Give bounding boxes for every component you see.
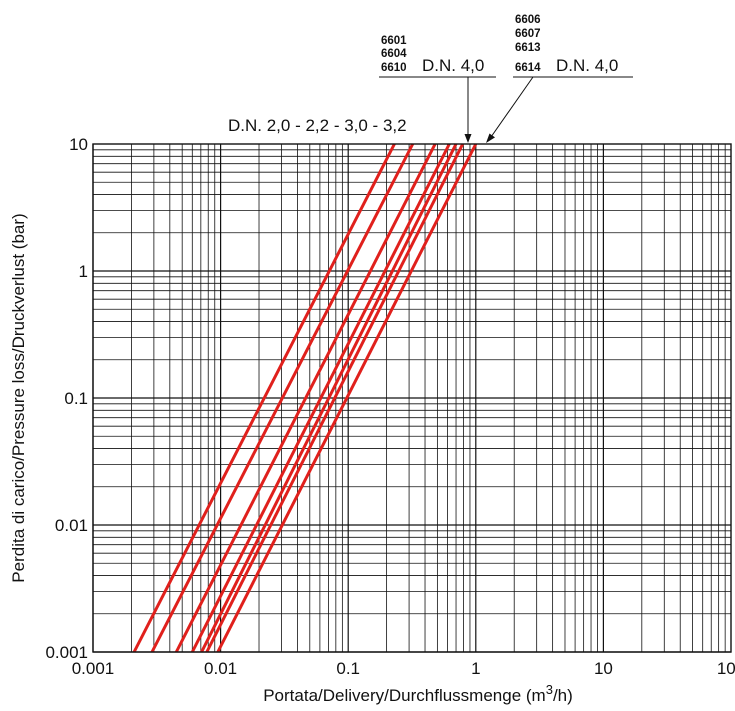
annotation-leader bbox=[490, 76, 534, 138]
x-axis-title: Portata/Delivery/Durchflussmenge (m3/h) bbox=[263, 682, 573, 705]
tick-labels: 0.001 0.01 0.1 1 10 100 0.001 0.01 0.1 1 10 bbox=[45, 135, 735, 678]
annotation-dn: D.N. 4,0 bbox=[422, 56, 484, 75]
y-axis-title: Perdita di carico/Pressure loss/Druckver… bbox=[9, 213, 28, 582]
series-line bbox=[200, 143, 458, 653]
series-line bbox=[190, 143, 451, 653]
x-tick-label: 0.001 bbox=[72, 659, 115, 678]
annotation-arrowhead bbox=[486, 133, 495, 143]
annotation-dn: D.N. 4,0 bbox=[556, 56, 618, 75]
series-line bbox=[174, 143, 437, 653]
x-tick-label: 10 bbox=[594, 659, 613, 678]
series-line bbox=[132, 143, 396, 653]
y-tick-label: 1 bbox=[79, 262, 88, 281]
y-tick-label: 10 bbox=[69, 135, 88, 154]
series-line bbox=[150, 143, 415, 653]
y-tick-label: 0.01 bbox=[55, 516, 88, 535]
y-tick-label: 0.001 bbox=[45, 643, 88, 662]
x-tick-label: 1 bbox=[471, 659, 480, 678]
annotation-group-2: 6606 6607 6613 6614 D.N. 4,0 bbox=[486, 14, 633, 143]
y-tick-label: 0.1 bbox=[64, 389, 88, 408]
annotation-arrowhead bbox=[464, 134, 472, 143]
annotation-code: 6614 bbox=[515, 62, 541, 74]
series-group bbox=[132, 143, 478, 653]
grid bbox=[92, 144, 731, 653]
x-tick-label: 100 bbox=[717, 659, 735, 678]
x-tick-label: 0.01 bbox=[204, 659, 237, 678]
annotation-code: 6606 bbox=[515, 14, 541, 26]
annotation-code: 6613 bbox=[515, 42, 541, 54]
plot-frame bbox=[92, 143, 732, 653]
annotation-code: 6607 bbox=[515, 28, 541, 40]
annotation-dn-range: D.N. 2,0 - 2,2 - 3,0 - 3,2 bbox=[228, 116, 407, 135]
series-line bbox=[216, 143, 478, 653]
series-line bbox=[205, 143, 465, 653]
annotation-code: 6604 bbox=[381, 48, 407, 60]
x-tick-label: 0.1 bbox=[336, 659, 360, 678]
annotation-code: 6610 bbox=[381, 62, 407, 74]
annotation-group-1: 6601 6604 6610 D.N. 4,0 bbox=[379, 35, 496, 143]
annotation-code: 6601 bbox=[381, 35, 407, 47]
